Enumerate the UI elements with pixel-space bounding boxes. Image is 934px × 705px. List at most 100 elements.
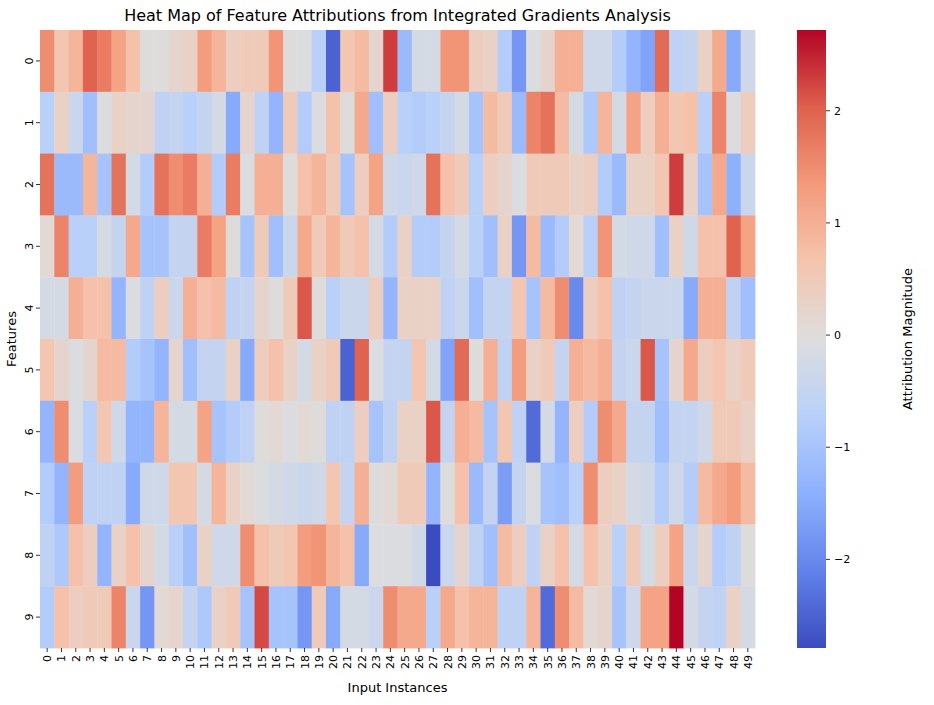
cell bbox=[126, 30, 141, 92]
cell bbox=[355, 339, 370, 401]
cell bbox=[726, 92, 741, 154]
x-tick-label: 20 bbox=[327, 655, 340, 669]
cell bbox=[598, 154, 613, 216]
cell bbox=[283, 524, 298, 586]
x-tick bbox=[390, 648, 391, 652]
cell bbox=[255, 92, 270, 154]
cell bbox=[669, 30, 684, 92]
x-tick-label: 35 bbox=[542, 655, 555, 669]
cell bbox=[398, 30, 413, 92]
x-tick-label: 29 bbox=[456, 655, 469, 669]
cell bbox=[669, 277, 684, 339]
y-axis: 0123456789 bbox=[23, 57, 40, 620]
x-tick-label: 19 bbox=[313, 655, 326, 669]
cell bbox=[54, 277, 69, 339]
cell bbox=[240, 339, 255, 401]
y-tick bbox=[36, 431, 40, 432]
cell bbox=[598, 524, 613, 586]
cell bbox=[512, 339, 527, 401]
cell bbox=[526, 30, 541, 92]
cell bbox=[626, 339, 641, 401]
cell bbox=[412, 215, 427, 277]
cell bbox=[297, 277, 312, 339]
cell bbox=[197, 154, 212, 216]
x-tick-label: 9 bbox=[170, 655, 183, 662]
cell bbox=[283, 154, 298, 216]
x-tick bbox=[104, 648, 105, 652]
cell bbox=[112, 524, 127, 586]
cell bbox=[541, 154, 556, 216]
cell bbox=[154, 154, 169, 216]
cell bbox=[312, 401, 327, 463]
x-tick bbox=[333, 648, 334, 652]
x-tick bbox=[290, 648, 291, 652]
cell bbox=[126, 154, 141, 216]
cell bbox=[555, 524, 570, 586]
colorbar: −2−1012 bbox=[797, 30, 850, 648]
cell bbox=[598, 586, 613, 648]
cell bbox=[641, 463, 656, 525]
cell bbox=[383, 463, 398, 525]
x-tick-label: 7 bbox=[141, 655, 154, 662]
cell bbox=[283, 586, 298, 648]
x-tick bbox=[647, 648, 648, 652]
cell bbox=[169, 463, 184, 525]
cell bbox=[726, 339, 741, 401]
y-tick-label: 0 bbox=[23, 57, 36, 64]
cell bbox=[398, 215, 413, 277]
cell bbox=[684, 154, 699, 216]
cell bbox=[426, 339, 441, 401]
colorbar-tick-label: −1 bbox=[834, 441, 850, 454]
cell bbox=[698, 154, 713, 216]
cell bbox=[598, 30, 613, 92]
cell bbox=[526, 92, 541, 154]
cell bbox=[483, 92, 498, 154]
cell bbox=[684, 524, 699, 586]
cell bbox=[255, 586, 270, 648]
cell bbox=[726, 401, 741, 463]
cell bbox=[398, 586, 413, 648]
cell bbox=[741, 524, 756, 586]
cell bbox=[655, 586, 670, 648]
cell bbox=[340, 277, 355, 339]
cell bbox=[240, 401, 255, 463]
cell bbox=[641, 30, 656, 92]
cell bbox=[383, 586, 398, 648]
cell bbox=[526, 401, 541, 463]
cell bbox=[126, 339, 141, 401]
cell bbox=[741, 92, 756, 154]
x-tick-label: 28 bbox=[442, 655, 455, 669]
cell bbox=[326, 30, 341, 92]
cell bbox=[126, 215, 141, 277]
cell bbox=[469, 339, 484, 401]
cell bbox=[183, 463, 198, 525]
cell bbox=[83, 339, 98, 401]
cell bbox=[169, 401, 184, 463]
cell bbox=[426, 215, 441, 277]
x-tick bbox=[47, 648, 48, 652]
cell bbox=[726, 586, 741, 648]
cell bbox=[340, 92, 355, 154]
cell bbox=[212, 524, 227, 586]
cell bbox=[169, 586, 184, 648]
y-tick-label: 1 bbox=[23, 119, 36, 126]
cell bbox=[455, 524, 470, 586]
cell bbox=[40, 154, 55, 216]
x-tick bbox=[604, 648, 605, 652]
x-tick-label: 41 bbox=[627, 655, 640, 669]
cell bbox=[240, 277, 255, 339]
cell bbox=[369, 339, 384, 401]
cell bbox=[369, 586, 384, 648]
cell bbox=[69, 30, 84, 92]
cell bbox=[426, 92, 441, 154]
cell bbox=[469, 586, 484, 648]
cell bbox=[40, 339, 55, 401]
cell bbox=[54, 401, 69, 463]
cell bbox=[669, 463, 684, 525]
cell bbox=[641, 215, 656, 277]
cell bbox=[169, 154, 184, 216]
cell bbox=[398, 524, 413, 586]
cell bbox=[269, 215, 284, 277]
cell bbox=[297, 463, 312, 525]
cell bbox=[54, 215, 69, 277]
